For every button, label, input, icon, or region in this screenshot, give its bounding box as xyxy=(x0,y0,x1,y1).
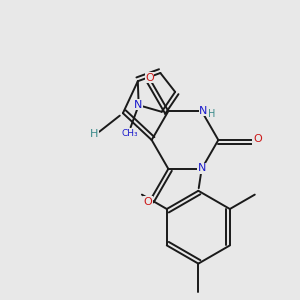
Text: N: N xyxy=(134,100,142,110)
Text: H: H xyxy=(90,129,99,139)
Text: N: N xyxy=(199,106,208,116)
Text: O: O xyxy=(145,73,154,82)
Text: O: O xyxy=(144,197,152,207)
Text: CH₃: CH₃ xyxy=(121,129,138,138)
Text: O: O xyxy=(253,134,262,144)
Text: N: N xyxy=(197,163,206,173)
Text: H: H xyxy=(208,109,215,119)
